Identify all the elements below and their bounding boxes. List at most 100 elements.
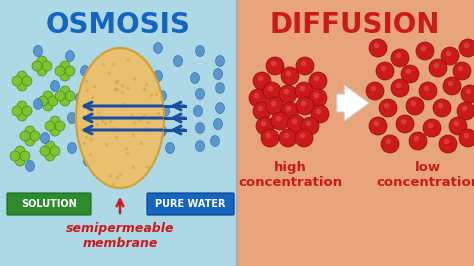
Ellipse shape [216, 56, 225, 66]
Ellipse shape [381, 135, 399, 153]
Ellipse shape [154, 43, 163, 53]
Ellipse shape [419, 82, 437, 100]
Ellipse shape [10, 151, 20, 161]
Ellipse shape [296, 97, 314, 115]
Ellipse shape [25, 126, 35, 136]
Ellipse shape [60, 96, 70, 106]
Bar [0, 0, 237, 266]
Ellipse shape [311, 105, 329, 123]
Ellipse shape [461, 85, 474, 103]
Ellipse shape [406, 97, 424, 115]
Ellipse shape [38, 96, 48, 106]
Bar [237, 0, 474, 266]
Text: PURE WATER: PURE WATER [155, 199, 225, 209]
Ellipse shape [379, 99, 397, 117]
FancyArrowPatch shape [337, 85, 369, 121]
Ellipse shape [50, 116, 60, 126]
Ellipse shape [173, 56, 182, 66]
Ellipse shape [366, 82, 384, 100]
Ellipse shape [37, 66, 47, 76]
Ellipse shape [20, 131, 30, 141]
Ellipse shape [15, 156, 25, 166]
Ellipse shape [443, 77, 461, 95]
Ellipse shape [369, 39, 387, 57]
Ellipse shape [81, 65, 90, 77]
Ellipse shape [60, 86, 70, 96]
Ellipse shape [401, 65, 419, 83]
Ellipse shape [60, 61, 70, 71]
Ellipse shape [67, 143, 76, 153]
Text: SOLUTION: SOLUTION [21, 199, 77, 209]
Ellipse shape [433, 99, 451, 117]
Ellipse shape [301, 117, 319, 135]
Ellipse shape [43, 91, 53, 101]
Ellipse shape [12, 76, 22, 86]
Ellipse shape [369, 117, 387, 135]
Ellipse shape [65, 66, 75, 76]
Ellipse shape [165, 143, 174, 153]
Ellipse shape [296, 57, 314, 75]
Ellipse shape [83, 156, 92, 167]
Ellipse shape [40, 132, 49, 143]
Ellipse shape [34, 45, 43, 56]
Ellipse shape [210, 135, 219, 147]
Ellipse shape [17, 111, 27, 121]
Ellipse shape [266, 97, 284, 115]
Text: low
concentration: low concentration [376, 161, 474, 189]
Ellipse shape [416, 42, 434, 60]
Ellipse shape [195, 140, 204, 152]
Ellipse shape [376, 62, 394, 80]
Ellipse shape [67, 113, 76, 123]
Ellipse shape [20, 151, 30, 161]
Ellipse shape [17, 71, 27, 81]
Ellipse shape [253, 72, 271, 90]
Ellipse shape [51, 81, 60, 92]
Ellipse shape [429, 59, 447, 77]
Ellipse shape [249, 89, 267, 107]
Ellipse shape [263, 82, 281, 100]
Ellipse shape [279, 85, 297, 103]
Ellipse shape [423, 119, 441, 137]
Ellipse shape [309, 72, 327, 90]
Ellipse shape [83, 126, 92, 136]
Ellipse shape [55, 66, 65, 76]
Ellipse shape [60, 71, 70, 81]
Ellipse shape [65, 91, 75, 101]
Ellipse shape [37, 56, 47, 66]
Ellipse shape [45, 151, 55, 161]
Ellipse shape [213, 69, 222, 80]
Ellipse shape [50, 126, 60, 136]
Ellipse shape [195, 45, 204, 56]
Ellipse shape [25, 136, 35, 146]
Ellipse shape [441, 47, 459, 65]
Ellipse shape [295, 129, 313, 147]
Ellipse shape [45, 141, 55, 151]
Ellipse shape [213, 118, 222, 130]
Ellipse shape [261, 129, 279, 147]
Ellipse shape [409, 132, 427, 150]
Ellipse shape [55, 121, 65, 131]
Ellipse shape [193, 106, 202, 117]
Ellipse shape [42, 61, 52, 71]
Ellipse shape [154, 70, 163, 81]
Ellipse shape [271, 112, 289, 130]
Ellipse shape [43, 101, 53, 111]
Ellipse shape [22, 106, 32, 116]
Ellipse shape [15, 146, 25, 156]
Ellipse shape [48, 96, 58, 106]
Ellipse shape [391, 49, 409, 67]
Ellipse shape [459, 39, 474, 57]
Ellipse shape [34, 98, 43, 110]
Ellipse shape [65, 51, 74, 61]
Ellipse shape [76, 48, 164, 188]
Ellipse shape [191, 73, 200, 84]
Ellipse shape [281, 67, 299, 85]
Ellipse shape [309, 89, 327, 107]
Ellipse shape [453, 62, 471, 80]
Text: DIFFUSION: DIFFUSION [270, 11, 440, 39]
Ellipse shape [449, 117, 467, 135]
Ellipse shape [75, 93, 84, 103]
Ellipse shape [50, 146, 60, 156]
Ellipse shape [26, 160, 35, 172]
Ellipse shape [439, 135, 457, 153]
